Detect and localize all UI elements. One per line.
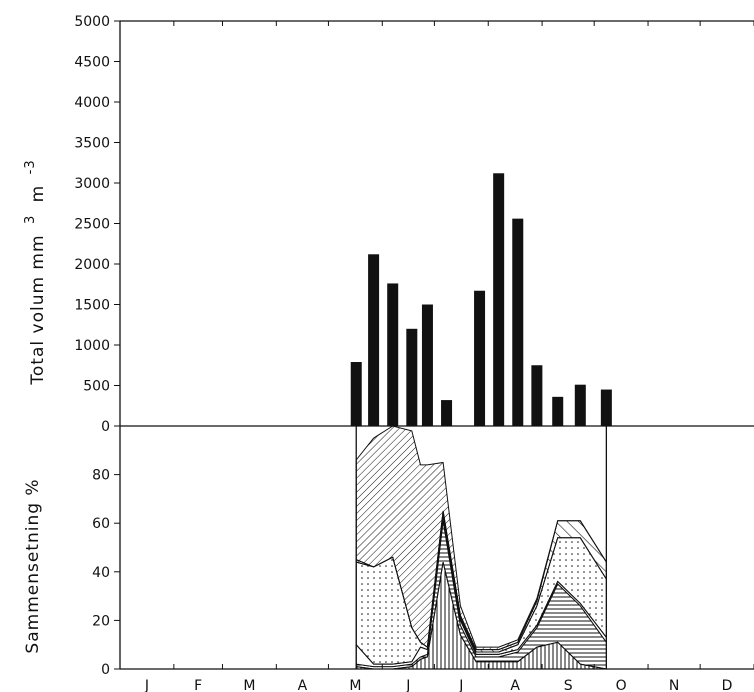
bottom-y-tick-label: 80 (92, 468, 110, 484)
volume-bar (406, 328, 418, 426)
volume-bar (441, 400, 453, 426)
top-y-axis-title-sup1: 3 (23, 215, 38, 224)
volume-bar (387, 283, 399, 426)
top-y-tick-label: 4500 (74, 55, 110, 71)
bottom-y-tick-label: 0 (101, 662, 110, 678)
composition-layer-dense-diagonal (355, 425, 607, 651)
bottom-y-tick-label: 20 (92, 613, 110, 629)
top-y-axis-title: Total volum mm 3 m -3 (19, 159, 48, 385)
volume-bar (600, 389, 612, 426)
top-y-tick-label: 3500 (74, 136, 110, 152)
volume-bar (493, 173, 505, 426)
x-month-label: J (405, 678, 410, 692)
top-y-axis-title-mid: m (28, 185, 48, 203)
x-month-label: A (298, 678, 308, 692)
top-y-tick-label: 500 (83, 379, 110, 395)
volume-bar (531, 365, 543, 426)
bottom-y-axis-title: Sammensetning % (23, 478, 43, 653)
x-month-label: D (722, 678, 733, 692)
top-y-axis-title-main: Total volum mm (28, 234, 48, 385)
volume-bar (368, 254, 380, 426)
volume-bar (421, 304, 433, 426)
x-month-label: M (349, 678, 361, 692)
bottom-y-tick-label: 60 (92, 516, 110, 532)
top-y-tick-label: 3000 (74, 176, 110, 192)
top-y-axis-title-sup2: -3 (23, 159, 38, 174)
top-y-tick-label: 2500 (74, 217, 110, 233)
top-y-tick-label: 5000 (74, 14, 110, 30)
bottom-y-tick-label: 40 (92, 565, 110, 581)
x-month-label: J (458, 678, 463, 692)
top-y-tick-label: 1500 (74, 298, 110, 314)
x-month-label: M (243, 678, 255, 692)
top-y-axis-ticks: 0 500 1000 1500 2000 2500 3000 3500 4000 4500 5000 (74, 14, 120, 435)
volume-bar (574, 384, 586, 426)
volume-bar (350, 362, 362, 426)
x-month-label: N (669, 678, 679, 692)
top-y-tick-label: 4000 (74, 95, 110, 111)
x-month-label: S (564, 678, 573, 692)
x-month-label: F (194, 678, 202, 692)
top-y-tick-label: 0 (101, 419, 110, 435)
bottom-y-axis-ticks: 0 20 40 60 80 (92, 468, 120, 678)
bar-series (350, 173, 612, 426)
x-month-label: A (510, 678, 520, 692)
x-month-label: J (144, 678, 149, 692)
volume-bar (474, 290, 486, 426)
x-month-label: O (616, 678, 627, 692)
top-y-tick-label: 1000 (74, 338, 110, 354)
volume-bar (512, 218, 524, 426)
composition-layers (355, 425, 608, 670)
top-y-tick-label: 2000 (74, 257, 110, 273)
volume-bar (552, 396, 564, 426)
